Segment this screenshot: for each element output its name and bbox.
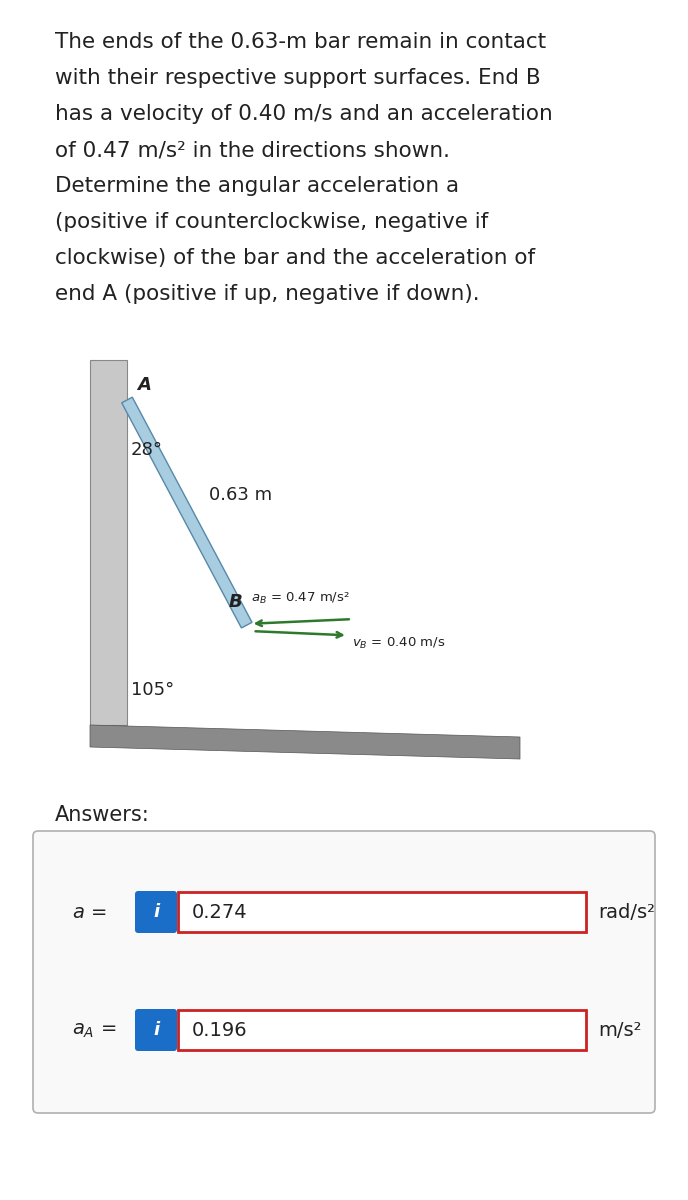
Text: Answers:: Answers: — [55, 805, 150, 826]
Text: 0.63 m: 0.63 m — [209, 486, 272, 504]
Text: clockwise) of the bar and the acceleration of: clockwise) of the bar and the accelerati… — [55, 248, 535, 268]
Text: Determine the angular acceleration a: Determine the angular acceleration a — [55, 176, 459, 196]
Text: $v_B$ = 0.40 m/s: $v_B$ = 0.40 m/s — [352, 636, 445, 652]
Text: 0.274: 0.274 — [192, 902, 248, 922]
Polygon shape — [90, 360, 127, 725]
Text: with their respective support surfaces. End B: with their respective support surfaces. … — [55, 68, 541, 88]
Polygon shape — [90, 725, 520, 758]
Text: i: i — [153, 1021, 159, 1039]
Text: m/s²: m/s² — [598, 1020, 641, 1039]
FancyBboxPatch shape — [135, 890, 177, 934]
Text: $a_B$ = 0.47 m/s²: $a_B$ = 0.47 m/s² — [251, 592, 350, 606]
Text: 28°: 28° — [131, 440, 163, 458]
FancyBboxPatch shape — [178, 1010, 586, 1050]
Text: $a$ =: $a$ = — [72, 902, 107, 922]
Text: end A (positive if up, negative if down).: end A (positive if up, negative if down)… — [55, 284, 480, 304]
Text: 105°: 105° — [131, 680, 174, 698]
Text: A: A — [137, 376, 151, 394]
FancyBboxPatch shape — [33, 830, 655, 1114]
Text: (positive if counterclockwise, negative if: (positive if counterclockwise, negative … — [55, 212, 488, 232]
Text: The ends of the 0.63-m bar remain in contact: The ends of the 0.63-m bar remain in con… — [55, 32, 546, 52]
Text: B: B — [229, 593, 243, 611]
Text: of 0.47 m/s² in the directions shown.: of 0.47 m/s² in the directions shown. — [55, 140, 450, 160]
Text: has a velocity of 0.40 m/s and an acceleration: has a velocity of 0.40 m/s and an accele… — [55, 104, 552, 124]
Text: rad/s²: rad/s² — [598, 902, 655, 922]
FancyBboxPatch shape — [178, 892, 586, 932]
FancyBboxPatch shape — [135, 1009, 177, 1051]
Text: 0.196: 0.196 — [192, 1020, 248, 1039]
Text: $a_A$ =: $a_A$ = — [72, 1020, 116, 1039]
Text: i: i — [153, 902, 159, 922]
Polygon shape — [122, 397, 252, 628]
